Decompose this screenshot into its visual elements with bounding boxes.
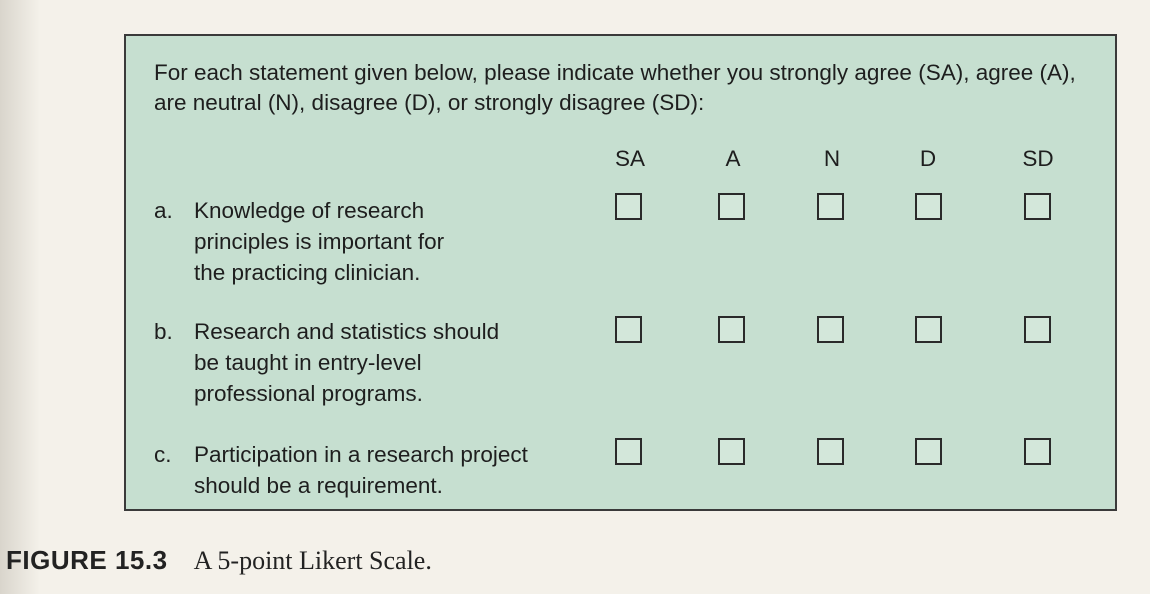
statement-b: b. Research and statistics should be tau…	[154, 316, 574, 409]
checkbox-a-sd[interactable]	[1024, 193, 1051, 220]
figure-label: FIGURE 15.3	[6, 545, 168, 575]
column-header-d: D	[919, 146, 937, 171]
checkbox-b-a[interactable]	[718, 316, 745, 343]
checkbox-b-sd[interactable]	[1024, 316, 1051, 343]
figure-caption-text: A 5-point Likert Scale.	[193, 546, 432, 575]
statement-text: Research and statistics should be taught…	[194, 319, 500, 406]
checkbox-b-n[interactable]	[817, 316, 844, 343]
checkbox-b-sa[interactable]	[615, 316, 642, 343]
figure-caption: FIGURE 15.3 A 5-point Likert Scale.	[6, 545, 432, 576]
statement-text: Participation in a research project shou…	[194, 442, 528, 498]
statement-c: c. Participation in a research project s…	[154, 439, 574, 501]
statement-letter: a.	[154, 198, 173, 223]
statement-letter: c.	[154, 442, 172, 467]
checkbox-a-n[interactable]	[817, 193, 844, 220]
statement-a: a. Knowledge of research principles is i…	[154, 195, 574, 288]
checkbox-c-sa[interactable]	[615, 438, 642, 465]
statement-letter: b.	[154, 319, 173, 344]
checkbox-c-a[interactable]	[718, 438, 745, 465]
column-header-sa: SA	[614, 146, 645, 171]
column-header-a: A	[725, 146, 741, 171]
page-gutter-shadow	[0, 0, 40, 594]
likert-scale-panel: For each statement given below, please i…	[124, 34, 1117, 511]
instructions-text: For each statement given below, please i…	[154, 60, 1076, 115]
checkbox-a-sa[interactable]	[615, 193, 642, 220]
checkbox-c-sd[interactable]	[1024, 438, 1051, 465]
checkbox-b-d[interactable]	[915, 316, 942, 343]
column-header-sd: SD	[1022, 146, 1054, 171]
checkbox-c-n[interactable]	[817, 438, 844, 465]
checkbox-a-a[interactable]	[718, 193, 745, 220]
checkbox-c-d[interactable]	[915, 438, 942, 465]
statement-text: Knowledge of research principles is impo…	[194, 198, 445, 285]
checkbox-a-d[interactable]	[915, 193, 942, 220]
column-header-n: N	[823, 146, 841, 171]
